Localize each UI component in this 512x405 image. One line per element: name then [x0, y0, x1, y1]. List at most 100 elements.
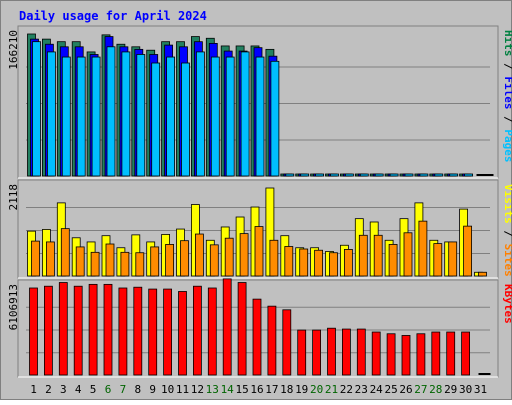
bar: [388, 244, 398, 277]
bar: [163, 288, 173, 376]
bar: [194, 233, 204, 277]
series-kbytes: [29, 278, 491, 376]
panel-side-labels: Hits / Files / Pages: [502, 30, 512, 163]
side-label-text: Visits / Sites: [502, 184, 512, 277]
x-tick-label: 9: [149, 383, 156, 396]
bar: [282, 309, 292, 376]
bar: [314, 249, 324, 277]
bar: [29, 287, 38, 376]
bar: [327, 327, 336, 376]
bar: [120, 251, 130, 277]
panel-1: 166210 Hits / Files / Pages: [7, 25, 512, 179]
bar: [329, 252, 338, 277]
x-tick-label: 23: [355, 383, 368, 396]
side-label-pages: Pages: [502, 129, 512, 162]
x-tick-label: 22: [340, 383, 353, 396]
bar: [284, 246, 294, 277]
x-tick-label: 6: [105, 383, 112, 396]
x-tick-label: 5: [90, 383, 97, 396]
bar: [478, 271, 487, 277]
bar: [389, 173, 399, 177]
bar: [464, 173, 474, 177]
x-tick-label: 28: [429, 383, 442, 396]
bar: [61, 56, 71, 177]
panel-side-labels: KBytes: [502, 284, 512, 324]
bar: [181, 62, 190, 177]
bar: [239, 233, 249, 277]
bar: [195, 51, 205, 177]
x-tick-label: 11: [176, 383, 189, 396]
side-label-separator: /: [502, 57, 512, 77]
bar: [416, 333, 426, 376]
bar: [297, 329, 307, 376]
side-label-files: Files: [502, 76, 512, 109]
bar: [135, 252, 145, 277]
bar: [431, 331, 441, 376]
bar: [446, 331, 456, 376]
x-tick-label: 24: [370, 383, 384, 396]
bar: [254, 226, 264, 277]
bar: [481, 174, 494, 176]
bar: [433, 243, 443, 277]
bar: [386, 333, 396, 376]
side-label-separator: /: [502, 110, 512, 130]
x-tick-label: 3: [60, 383, 67, 396]
bar: [374, 173, 384, 177]
side-label-text: Hits / Files / Pages: [502, 30, 512, 163]
series-pages: [32, 41, 494, 177]
bar: [91, 56, 101, 177]
bar: [359, 173, 369, 177]
bar: [47, 51, 56, 177]
bar: [105, 243, 115, 277]
bar: [75, 246, 85, 277]
bar: [255, 56, 265, 177]
bar: [224, 237, 234, 277]
bar: [403, 232, 413, 277]
bar: [225, 56, 235, 177]
bar: [209, 244, 219, 277]
panel-max-label: 166210: [7, 30, 20, 70]
bar: [449, 173, 459, 177]
bar: [478, 373, 491, 375]
bar: [434, 173, 444, 177]
bar: [88, 283, 98, 376]
x-tick-label: 8: [134, 383, 141, 396]
bar: [103, 283, 113, 376]
x-tick-label: 13: [206, 383, 219, 396]
bar: [121, 51, 131, 177]
x-tick-label: 17: [265, 383, 278, 396]
x-tick-label: 27: [414, 383, 427, 396]
bar: [150, 246, 160, 277]
bar: [315, 173, 325, 177]
bar: [207, 287, 217, 376]
series-sites: [31, 220, 487, 277]
x-tick-label: 7: [120, 383, 127, 396]
panel-2: 2118 Visits / Sites: [7, 179, 512, 279]
bar: [404, 173, 414, 177]
side-label-sites: Sites: [502, 244, 512, 277]
panel-max-label: 6106913: [7, 284, 20, 330]
bar: [106, 46, 116, 177]
bar: [373, 234, 383, 277]
bar: [31, 240, 40, 277]
bar: [166, 56, 176, 177]
bar: [90, 251, 100, 277]
x-axis-labels: 1 2 3 4 5 6 7 8 9 10 11 12 13 14 15 16 17 18 19 20 21 22 23 24 2…: [30, 383, 487, 396]
bar: [136, 54, 146, 177]
panel-max-label: 2118: [7, 184, 20, 211]
bar: [118, 287, 128, 376]
panel-side-labels: Visits / Sites: [502, 184, 512, 277]
x-tick-label: 12: [191, 383, 204, 396]
bar: [210, 56, 220, 177]
x-tick-label: 25: [384, 383, 397, 396]
side-label-separator: /: [502, 224, 512, 244]
bar: [151, 62, 161, 177]
x-tick-label: 4: [75, 383, 82, 396]
bar: [32, 41, 41, 177]
bar: [448, 241, 458, 277]
bar: [463, 225, 473, 277]
bar: [60, 228, 70, 277]
bar: [461, 331, 471, 376]
bar: [356, 328, 366, 376]
x-tick-label: 14: [221, 383, 235, 396]
